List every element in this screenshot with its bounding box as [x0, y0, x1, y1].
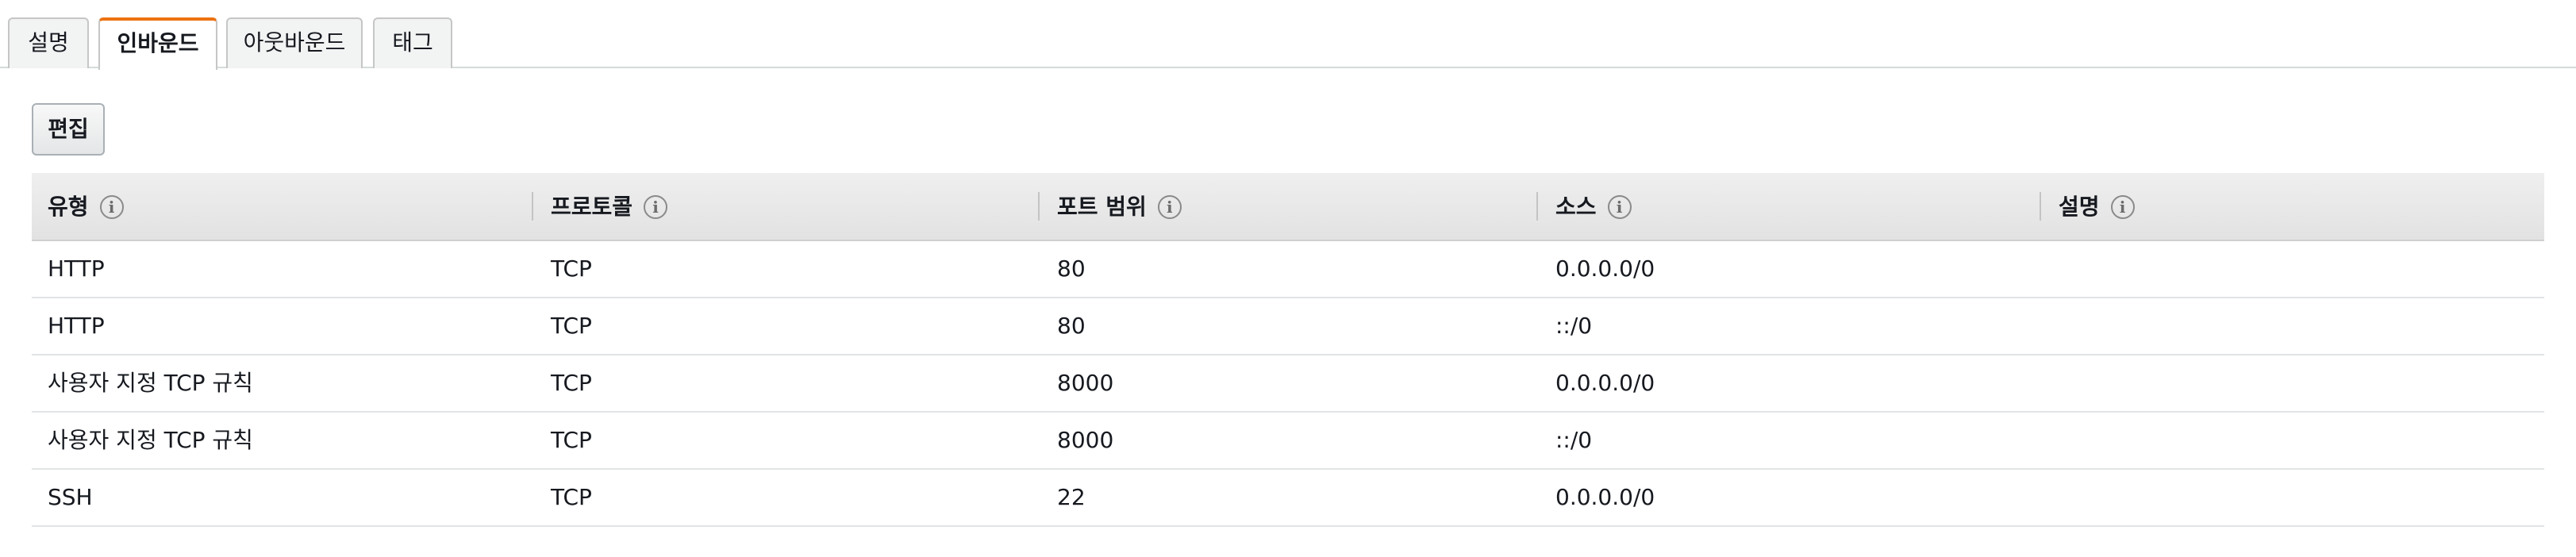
cell-port-range: 80 — [1057, 313, 1086, 339]
tab-inbound[interactable]: 인바운드 — [98, 17, 217, 70]
tab-outbound[interactable]: 아웃바운드 — [226, 17, 363, 68]
cell-source: ::/0 — [1555, 313, 1593, 339]
cell-type: HTTP — [48, 313, 105, 339]
column-header-source[interactable]: 소스 i — [1555, 173, 1632, 240]
info-icon[interactable]: i — [1157, 195, 1182, 219]
column-header-protocol[interactable]: 프로토콜 i — [551, 173, 668, 240]
cell-type: HTTP — [48, 255, 105, 282]
info-icon[interactable]: i — [99, 195, 124, 219]
cell-source: ::/0 — [1555, 427, 1593, 453]
edit-button[interactable]: 편집 — [32, 103, 105, 156]
cell-port-range: 22 — [1057, 484, 1086, 510]
cell-protocol: TCP — [551, 484, 592, 510]
info-icon[interactable]: i — [2110, 195, 2135, 219]
cell-type: 사용자 지정 TCP 규칙 — [48, 370, 253, 396]
column-header-type[interactable]: 유형 i — [48, 173, 124, 240]
cell-source: 0.0.0.0/0 — [1555, 255, 1655, 282]
tab-description[interactable]: 설명 — [8, 17, 89, 68]
column-header-label: 소스 — [1555, 194, 1597, 220]
column-header-description[interactable]: 설명 i — [2059, 173, 2135, 240]
cell-protocol: TCP — [551, 370, 592, 396]
cell-port-range: 8000 — [1057, 427, 1114, 453]
cell-port-range: 8000 — [1057, 370, 1114, 396]
cell-protocol: TCP — [551, 427, 592, 453]
info-icon[interactable]: i — [644, 195, 668, 219]
column-divider[interactable] — [1536, 192, 1538, 221]
column-header-label: 포트 범위 — [1057, 194, 1147, 220]
column-header-port-range[interactable]: 포트 범위 i — [1057, 173, 1182, 240]
table-header: 유형 i 프로토콜 i 포트 범위 i 소스 i 설명 i — [32, 173, 2544, 241]
table-row[interactable]: HTTP TCP 80 ::/0 — [32, 298, 2544, 355]
tab-tags[interactable]: 태그 — [373, 17, 452, 68]
column-divider[interactable] — [2040, 192, 2041, 221]
column-header-label: 유형 — [48, 194, 89, 220]
column-header-label: 프로토콜 — [551, 194, 633, 220]
cell-protocol: TCP — [551, 313, 592, 339]
info-icon[interactable]: i — [1607, 195, 1632, 219]
table-row[interactable]: SSH TCP 22 0.0.0.0/0 — [32, 470, 2544, 527]
column-divider[interactable] — [532, 192, 533, 221]
inbound-rules-table: 유형 i 프로토콜 i 포트 범위 i 소스 i 설명 i HTTP TCP 80 0.0… — [32, 173, 2544, 527]
table-row[interactable]: 사용자 지정 TCP 규칙 TCP 8000 ::/0 — [32, 413, 2544, 470]
cell-type: SSH — [48, 484, 93, 510]
cell-port-range: 80 — [1057, 255, 1086, 282]
column-divider[interactable] — [1038, 192, 1040, 221]
column-header-label: 설명 — [2059, 194, 2100, 220]
cell-protocol: TCP — [551, 255, 592, 282]
tab-bar: 설명 인바운드 아웃바운드 태그 — [0, 0, 2576, 70]
cell-source: 0.0.0.0/0 — [1555, 370, 1655, 396]
table-row[interactable]: HTTP TCP 80 0.0.0.0/0 — [32, 241, 2544, 298]
cell-source: 0.0.0.0/0 — [1555, 484, 1655, 510]
table-row[interactable]: 사용자 지정 TCP 규칙 TCP 8000 0.0.0.0/0 — [32, 355, 2544, 413]
cell-type: 사용자 지정 TCP 규칙 — [48, 427, 253, 453]
